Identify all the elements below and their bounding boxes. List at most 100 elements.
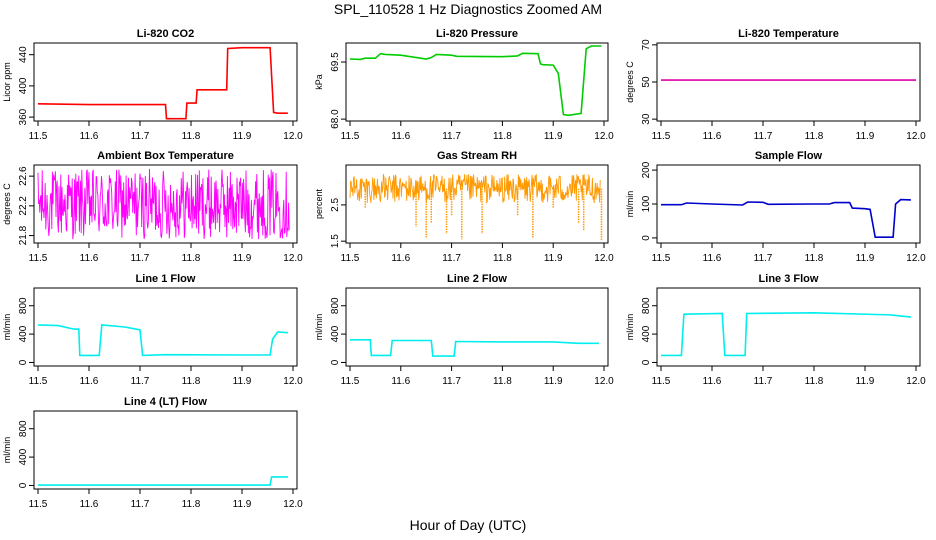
x-tick-label: 12.0 — [906, 253, 926, 264]
x-tick-label: 12.0 — [906, 131, 926, 142]
x-tick-label: 11.8 — [805, 376, 824, 387]
x-tick-label: 11.7 — [442, 253, 461, 264]
x-tick-label: 12.0 — [594, 376, 614, 387]
x-tick-label: 11.5 — [652, 376, 671, 387]
x-tick-label: 11.7 — [754, 376, 773, 387]
y-tick-label: 400 — [18, 77, 29, 94]
x-tick-label: 11.8 — [493, 253, 512, 264]
x-tick-label: 12.0 — [283, 253, 303, 264]
x-tick-label: 12.0 — [283, 499, 303, 510]
x-tick-label: 11.9 — [233, 131, 252, 142]
panel-8: Line 3 Flow 11.5 11.6 11.7 11.8 11.9 12.0 0 400 8… — [625, 273, 926, 387]
x-tick-label: 12.0 — [283, 131, 303, 142]
x-tick-label: 12.0 — [594, 253, 614, 264]
y-axis-label: degrees C — [2, 183, 12, 225]
x-tick-label: 11.8 — [805, 131, 824, 142]
x-tick-label: 11.5 — [341, 376, 360, 387]
y-axis-label: percent — [314, 188, 324, 219]
y-tick-label: 800 — [18, 297, 29, 314]
series-line — [37, 46, 288, 120]
x-tick-label: 11.9 — [856, 376, 875, 387]
y-tick-label: 68.0 — [330, 109, 341, 129]
x-tick-label: 11.7 — [442, 376, 461, 387]
y-tick-label: 200 — [641, 161, 652, 178]
plot-frame — [33, 42, 298, 122]
x-tick-label: 11.6 — [80, 131, 99, 142]
x-tick-label: 11.5 — [29, 376, 48, 387]
y-tick-label: 22.2 — [18, 196, 29, 216]
x-tick-label: 11.6 — [80, 499, 99, 510]
y-axis-label: ml/min — [2, 314, 12, 341]
y-tick-label: 70 — [641, 39, 652, 51]
y-tick-label: 0 — [18, 482, 29, 488]
panel-2: Li-820 Temperature 11.5 11.6 11.7 11.8 11.9 12… — [625, 28, 926, 142]
y-tick-label: 0 — [641, 359, 652, 365]
panel-1: Li-820 Pressure 11.5 11.6 11.7 11.8 11.9 12.0 6… — [314, 28, 614, 142]
x-tick-label: 11.6 — [703, 376, 722, 387]
x-tick-label: 11.7 — [754, 253, 773, 264]
x-tick-label: 11.5 — [652, 253, 671, 264]
plot-frame — [656, 42, 921, 122]
y-tick-label: 30 — [641, 113, 652, 125]
x-tick-label: 11.8 — [182, 131, 201, 142]
x-tick-label: 11.9 — [233, 253, 252, 264]
x-tick-label: 11.6 — [80, 253, 99, 264]
x-tick-label: 11.9 — [856, 253, 875, 264]
y-tick-label: 21.8 — [18, 225, 29, 245]
panel-6: Line 1 Flow 11.5 11.6 11.7 11.8 11.9 12.0 0 400 8… — [2, 273, 303, 387]
y-axis-label: ml/min — [625, 191, 635, 218]
y-tick-label: 400 — [330, 325, 341, 342]
y-tick-label: 2.5 — [330, 198, 341, 212]
y-tick-label: 0 — [18, 359, 29, 365]
x-tick-label: 11.8 — [493, 131, 512, 142]
panel-7: Line 2 Flow 11.5 11.6 11.7 11.8 11.9 12.0 0 400 8… — [314, 273, 614, 387]
panel-4: Gas Stream RH 11.5 11.6 11.7 11.8 11.9 12.0 1.5… — [314, 150, 614, 264]
x-tick-label: 12.0 — [594, 131, 614, 142]
series-line — [661, 311, 911, 357]
series-line — [350, 339, 599, 357]
panel-title: Li-820 Temperature — [738, 28, 839, 40]
y-axis-label: degrees C — [625, 61, 635, 103]
x-tick-label: 11.5 — [29, 499, 48, 510]
y-tick-label: 0 — [330, 359, 341, 365]
series-line — [349, 45, 602, 117]
x-tick-label: 11.5 — [341, 253, 360, 264]
x-tick-label: 11.6 — [80, 376, 99, 387]
plot-frame — [345, 164, 609, 244]
panel-0: Li-820 CO2 11.5 11.6 11.7 11.8 11.9 12.0 360 400… — [2, 28, 303, 142]
y-axis-label: Licor ppm — [2, 62, 12, 102]
panel-title: Line 2 Flow — [447, 273, 507, 285]
x-tick-label: 11.7 — [131, 131, 150, 142]
panel-9: Line 4 (LT) Flow 11.5 11.6 11.7 11.8 11.9 12.0… — [2, 396, 303, 510]
y-tick-label: 100 — [641, 195, 652, 212]
panel-title: Ambient Box Temperature — [97, 150, 234, 162]
y-tick-label: 1.5 — [330, 234, 341, 248]
x-tick-label: 11.9 — [233, 376, 252, 387]
y-tick-label: 400 — [18, 448, 29, 465]
panel-title: Sample Flow — [755, 150, 823, 162]
x-tick-label: 12.0 — [283, 376, 303, 387]
panel-title: Line 3 Flow — [759, 273, 819, 285]
x-tick-label: 11.6 — [703, 131, 722, 142]
panel-title: Line 4 (LT) Flow — [124, 396, 207, 408]
y-tick-label: 440 — [18, 46, 29, 63]
series-line — [349, 173, 601, 204]
x-tick-label: 11.8 — [182, 499, 201, 510]
x-tick-label: 11.7 — [754, 131, 773, 142]
x-tick-label: 11.9 — [856, 131, 875, 142]
x-tick-label: 11.7 — [131, 499, 150, 510]
panel-title: Gas Stream RH — [437, 150, 517, 162]
y-tick-label: 800 — [18, 420, 29, 437]
y-tick-label: 400 — [641, 325, 652, 342]
plot-frame — [656, 287, 921, 367]
series-line — [661, 198, 911, 238]
panel-3: Ambient Box Temperature 11.5 11.6 11.7 11.8 1… — [2, 150, 303, 264]
panel-5: Sample Flow 11.5 11.6 11.7 11.8 11.9 12.0 0 100 2… — [625, 150, 926, 264]
y-axis-label: ml/min — [314, 314, 324, 341]
figure-title: SPL_110528 1 Hz Diagnostics Zoomed AM — [333, 1, 603, 17]
y-tick-label: 22.6 — [18, 166, 29, 186]
panel-title: Li-820 Pressure — [436, 28, 518, 40]
panel-title: Li-820 CO2 — [137, 28, 194, 40]
